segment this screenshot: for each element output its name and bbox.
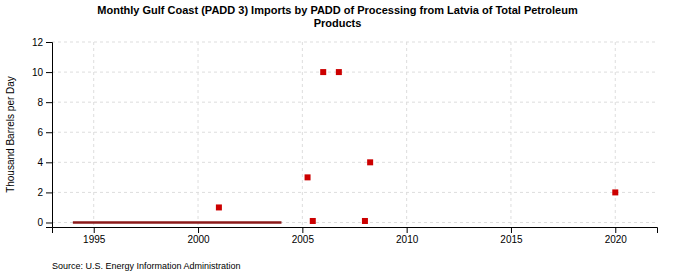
source: Source: U.S. Energy Information Administ…	[52, 261, 241, 271]
grid-line-x	[93, 42, 94, 227]
tick: 8	[37, 97, 52, 108]
tick: 1995	[83, 227, 106, 245]
point	[367, 159, 373, 165]
tick: 12	[32, 37, 52, 48]
tick-mark	[615, 227, 616, 233]
tick-label: 2000	[187, 234, 210, 245]
tick-label: 6	[37, 127, 43, 138]
tick-label: 2	[37, 187, 43, 198]
grid-line-x	[302, 42, 303, 227]
grid-line-y	[52, 192, 657, 193]
tick-mark	[46, 72, 52, 73]
grid	[52, 42, 657, 227]
tick-mark	[198, 227, 199, 233]
tick-label: 8	[37, 97, 43, 108]
point	[216, 204, 222, 210]
tick-label: 2010	[396, 234, 419, 245]
tick-label: 2020	[605, 234, 628, 245]
tick-label: 0	[37, 217, 43, 228]
tick-label: 10	[32, 67, 44, 78]
tick-mark	[94, 227, 95, 233]
tick-label: 4	[37, 157, 43, 168]
tick: 2005	[292, 227, 315, 245]
point	[362, 218, 368, 224]
point	[320, 69, 326, 75]
point	[612, 189, 618, 195]
tick-mark	[46, 42, 52, 43]
y-axis: 0 2 4 6 8 10 12	[32, 37, 53, 228]
tick: 2000	[187, 227, 210, 245]
tick-label: 2005	[292, 234, 315, 245]
point	[305, 174, 311, 180]
line	[73, 221, 282, 224]
tick-mark	[46, 222, 52, 223]
chart-container: 1995 2000 2005 2010 2015 2020 0 2 4 6 8 10 12 Monthly…	[0, 0, 675, 275]
axis-line	[46, 43, 53, 228]
axis-line	[53, 228, 658, 234]
y-axis-title: Thousand Barrels per Day	[5, 76, 16, 193]
tick-mark	[46, 162, 52, 163]
tick: 2	[37, 187, 52, 198]
tick: 6	[37, 127, 52, 138]
tick-mark	[407, 227, 408, 233]
tick-mark	[511, 227, 512, 233]
grid-line-y	[52, 42, 657, 43]
tick-label: 1995	[83, 234, 106, 245]
tick: 0	[37, 217, 52, 228]
grid-line-x	[615, 42, 616, 227]
point	[336, 69, 342, 75]
tick: 4	[37, 157, 52, 168]
tick: 10	[32, 67, 52, 78]
grid-line-y	[52, 162, 657, 163]
tick: 2010	[396, 227, 419, 245]
grid-line-x	[198, 42, 199, 227]
tick-label: 12	[32, 37, 44, 48]
point	[310, 218, 316, 224]
tick-mark	[46, 192, 52, 193]
x-axis: 1995 2000 2005 2010 2015 2020	[53, 227, 658, 245]
tick: 2015	[500, 227, 523, 245]
chart-svg: 1995 2000 2005 2010 2015 2020 0 2 4 6 8 10 12 Monthly…	[0, 0, 675, 275]
tick-mark	[46, 132, 52, 133]
tick-mark	[302, 227, 303, 233]
grid-line-x	[510, 42, 511, 227]
marks	[73, 69, 618, 224]
grid-line-y	[52, 72, 657, 73]
grid-line-x	[406, 42, 407, 227]
grid-line-y	[52, 222, 657, 223]
title: Monthly Gulf Coast (PADD 3) Imports by P…	[97, 4, 578, 29]
grid-line-y	[52, 102, 657, 103]
tick-mark	[46, 102, 52, 103]
tick: 2020	[605, 227, 628, 245]
grid-line-y	[52, 132, 657, 133]
tick-label: 2015	[500, 234, 523, 245]
plot-area: 1995 2000 2005 2010 2015 2020 0 2 4 6 8 10 12	[32, 37, 658, 245]
